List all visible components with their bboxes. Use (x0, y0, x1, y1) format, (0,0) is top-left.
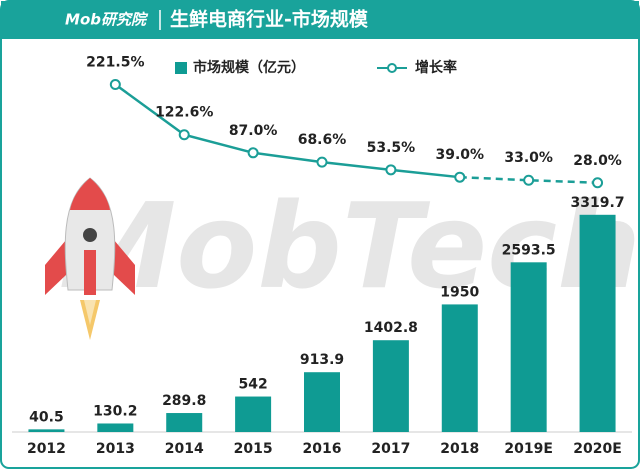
bar-value-label: 3319.7 (571, 195, 625, 211)
bar (166, 413, 203, 432)
rocket-nose (70, 178, 110, 210)
line-marker (592, 177, 604, 189)
brand: Mob研究院 (65, 11, 149, 29)
line-value-label: 221.5% (86, 54, 144, 70)
line-value-label: 87.0% (229, 123, 278, 139)
rocket (45, 177, 135, 340)
x-tick-label: 2016 (303, 441, 342, 457)
line-marker (523, 174, 535, 186)
legend-label: 增长率 (415, 59, 457, 76)
bar (579, 214, 616, 432)
header-bar (1, 1, 639, 39)
bar (304, 372, 340, 432)
line-forecast (459, 175, 598, 185)
x-tick-label: 2018 (440, 441, 479, 457)
line-value-label: 28.0% (573, 153, 622, 169)
bar (441, 304, 478, 432)
line-value-label: 39.0% (435, 147, 484, 163)
line-marker (178, 129, 190, 141)
bar (28, 429, 65, 432)
bar-value-label: 913.9 (300, 352, 344, 368)
bar-value-label: 1402.8 (364, 320, 418, 336)
bar (97, 423, 134, 432)
x-tick-label: 2014 (165, 441, 204, 457)
bar-value-label: 2593.5 (502, 242, 556, 258)
line-value-label: 33.0% (504, 150, 553, 166)
line-marker (316, 156, 328, 168)
bar-value-label: 542 (238, 377, 267, 393)
line-marker (385, 164, 397, 176)
bar (372, 340, 409, 432)
x-tick-label: 2017 (371, 441, 410, 457)
rocket-stripe (84, 250, 96, 295)
line (114, 83, 460, 179)
bar-value-label: 130.2 (93, 403, 137, 419)
bar-value-label: 40.5 (29, 409, 64, 425)
legend-marker (387, 63, 397, 73)
line-value-label: 53.5% (367, 140, 416, 156)
chart-title: 生鲜电商行业-市场规模 (170, 8, 369, 31)
rocket-fin (45, 240, 66, 295)
bar-value-label: 289.8 (162, 393, 206, 409)
legend-label: 市场规模（亿元） (193, 59, 305, 76)
line-marker (454, 171, 466, 183)
x-tick-label: 2013 (96, 441, 135, 457)
line-value-label: 68.6% (298, 132, 347, 148)
x-tick-label: 2015 (234, 441, 273, 457)
bar (510, 262, 547, 432)
x-tick-label: 2020E (573, 441, 622, 457)
line-marker (247, 147, 259, 159)
rocket-fin (114, 240, 135, 295)
line-value-label: 122.6% (155, 105, 213, 121)
x-tick-label: 2012 (27, 441, 66, 457)
line-marker (109, 78, 121, 90)
rocket-window (83, 228, 97, 242)
bar (235, 396, 272, 432)
legend-swatch (175, 62, 187, 74)
x-tick-label: 2019E (504, 441, 553, 457)
bar-value-label: 1950 (440, 284, 479, 300)
rocket-flame-inner (84, 300, 96, 325)
